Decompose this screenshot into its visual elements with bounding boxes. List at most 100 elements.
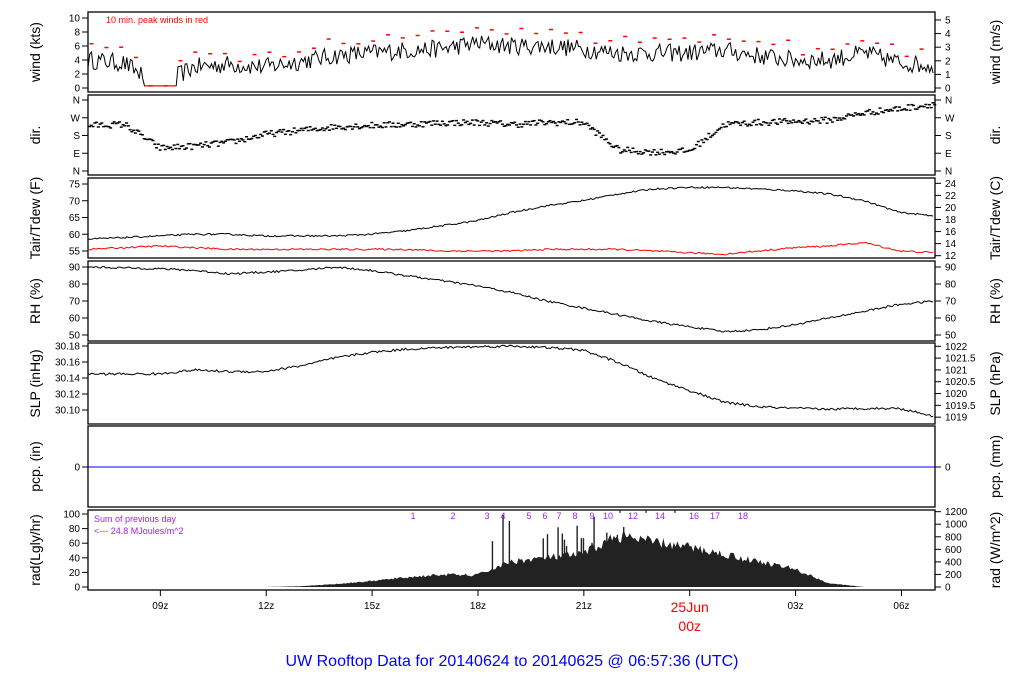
wind-dir-point <box>170 148 174 151</box>
wind-dir-point <box>843 118 847 120</box>
wind-dir-point <box>239 137 243 140</box>
wind-dir-point <box>659 148 663 151</box>
temp-c-tick-label: 24 <box>945 179 957 190</box>
sun-hour-label: 17 <box>710 511 720 521</box>
wind-dir-point <box>700 139 704 141</box>
wind-dir-point <box>924 103 928 106</box>
wind-dir-point <box>444 124 448 127</box>
wind-dir-point <box>218 141 222 144</box>
sun-hour-label: 16 <box>689 511 699 521</box>
wind-dir-point <box>223 140 227 143</box>
wind-dir-point <box>488 122 492 125</box>
wind-dir-point <box>908 109 912 112</box>
wind-dir-point <box>366 124 370 127</box>
wind-dir-point <box>716 129 720 131</box>
wind-dir-point <box>832 116 836 119</box>
wind-dir-point <box>837 117 841 119</box>
wind-dir-point <box>437 123 441 126</box>
wind-dir-point <box>156 143 160 145</box>
wind-dir-point <box>350 128 354 130</box>
wind-dir-point <box>642 152 646 154</box>
wind-dir-point <box>105 125 109 128</box>
wind-dir-point <box>906 104 910 106</box>
wind-dir-point <box>739 124 743 127</box>
temp-left-axis-label: Tair/Tdew (F) <box>27 177 43 259</box>
wind-dir-point <box>396 122 400 125</box>
wind-dir-point <box>890 109 894 112</box>
wind-dir-point <box>412 122 416 125</box>
wind-dir-point <box>709 136 713 138</box>
wind-dir-point <box>552 120 556 123</box>
wind-dir-point <box>425 122 429 124</box>
wind-dir-point <box>553 122 557 124</box>
wind-dir-point <box>410 125 414 128</box>
wind-dir-point <box>209 142 213 144</box>
wind-dir-point <box>310 129 314 131</box>
wind-dir-point <box>230 138 234 141</box>
wind-dir-point <box>423 121 427 123</box>
wind-dir-point <box>578 124 582 126</box>
wind-dir-point <box>585 122 589 125</box>
wind-dir-point <box>788 120 792 122</box>
wind-dir-point <box>213 140 217 143</box>
wind-dir-point <box>426 121 430 124</box>
wind-dir-point <box>172 144 176 146</box>
wind-right-axis-label: wind (m/s) <box>987 20 1003 86</box>
wind-dir-point <box>573 121 577 124</box>
chart-title: UW Rooftop Data for 20140624 to 20140625… <box>286 653 739 670</box>
wind-dir-point <box>677 148 681 151</box>
wind-dir-point <box>352 126 356 128</box>
time-tick-label: 18z <box>470 601 486 612</box>
wind-dir-point <box>562 121 566 123</box>
wind-dir-point <box>326 126 330 128</box>
dir-left-tick-label: S <box>73 131 80 142</box>
rh-right-tick-label: 50 <box>945 331 957 342</box>
wind-dir-point <box>545 122 549 125</box>
wind-dir-point <box>232 139 236 141</box>
wind-dir-point <box>146 138 150 141</box>
wind-dir-point <box>894 106 898 108</box>
wind-dir-point <box>915 108 919 110</box>
wind-dir-point <box>760 124 764 126</box>
wind-dir-point <box>403 123 407 126</box>
pcp-right-axis-label: pcp. (mm) <box>987 435 1003 498</box>
wind-dir-point <box>253 134 257 137</box>
wind-dir-point <box>267 132 271 134</box>
wind-dir-point <box>319 128 323 131</box>
wind-dir-point <box>340 128 344 130</box>
wind-dir-point <box>455 119 459 122</box>
wind-dir-point <box>509 121 513 124</box>
wind-dir-point <box>225 138 229 141</box>
wind-dir-point <box>703 137 707 140</box>
wind-dir-point <box>372 126 376 129</box>
dir-left-axis-label: dir. <box>27 126 43 145</box>
wind-dir-point <box>387 121 391 123</box>
wind-dir-point <box>710 134 714 137</box>
wind-dir-point <box>511 122 515 124</box>
wind-dir-point <box>165 145 169 148</box>
wind-dir-point <box>684 150 688 153</box>
wind-dir-point <box>149 138 153 141</box>
wind-dir-point <box>696 140 700 143</box>
slp-hpa-tick-label: 1021 <box>945 365 968 376</box>
wind-dir-point <box>234 142 238 145</box>
wind-dir-point <box>749 124 753 127</box>
dir-right-axis-label: dir. <box>987 126 1003 145</box>
wind-dir-point <box>132 129 136 132</box>
wind-dir-point <box>135 129 139 131</box>
wind-dir-point <box>892 107 896 109</box>
wind-dir-point <box>765 122 769 124</box>
wind-dir-point <box>202 143 206 146</box>
wind-dir-point <box>211 141 215 143</box>
wind-dir-point <box>882 111 886 114</box>
wind-dir-point <box>763 121 767 124</box>
wind-dir-point <box>797 119 801 122</box>
wind-dir-point <box>456 122 460 124</box>
rh-left-axis-label: RH (%) <box>27 278 43 324</box>
rad-lgly-tick-label: 0 <box>74 583 80 594</box>
wind-dir-point <box>790 122 794 124</box>
wind-dir-point <box>523 120 527 123</box>
wind-dir-point <box>502 125 506 128</box>
wind-kts-tick-label: 8 <box>74 28 80 39</box>
wind-annotation: 10 min. peak winds in red <box>106 15 208 25</box>
